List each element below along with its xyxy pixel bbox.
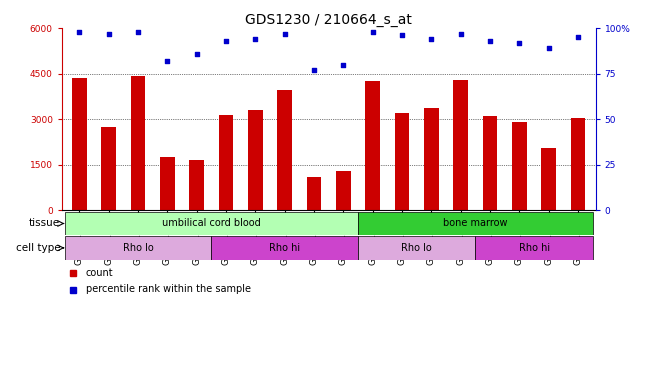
Point (544, 45, 554, 51)
Bar (277, 90, 292, 210)
Point (485, 38, 495, 44)
Text: Rho hi: Rho hi (270, 243, 300, 253)
Point (514, 40, 525, 46)
Point (397, 32, 408, 38)
Point (221, 38, 231, 44)
Bar (453, 80, 468, 210)
Bar (512, 122, 527, 210)
Bar (160, 157, 174, 210)
Bar (212, 236, 358, 260)
Bar (336, 171, 351, 210)
Text: Rho hi: Rho hi (518, 243, 549, 253)
Bar (542, 148, 556, 210)
Text: tissue: tissue (29, 219, 61, 228)
Point (368, 29, 378, 35)
Bar (72, 78, 87, 210)
Bar (483, 116, 497, 210)
Text: Rho lo: Rho lo (402, 243, 432, 253)
Bar (424, 108, 439, 210)
Text: bone marrow: bone marrow (443, 219, 508, 228)
Text: umbilical cord blood: umbilical cord blood (162, 219, 261, 228)
Text: count: count (86, 268, 113, 278)
Point (250, 36, 260, 42)
Bar (395, 113, 409, 210)
Point (339, 62, 349, 68)
Bar (219, 114, 234, 210)
Point (279, 31, 290, 37)
Bar (65, 236, 212, 260)
Point (191, 51, 202, 57)
Point (309, 67, 319, 73)
Bar (131, 76, 145, 210)
Bar (307, 177, 322, 210)
Point (162, 58, 173, 64)
Text: percentile rank within the sample: percentile rank within the sample (86, 285, 251, 294)
Bar (475, 236, 592, 260)
Bar (65, 212, 358, 235)
Point (426, 36, 437, 42)
Bar (248, 110, 263, 210)
Text: cell type: cell type (16, 243, 61, 253)
Bar (358, 212, 592, 235)
Bar (571, 117, 585, 210)
Title: GDS1230 / 210664_s_at: GDS1230 / 210664_s_at (245, 13, 412, 27)
Bar (358, 236, 475, 260)
Bar (365, 81, 380, 210)
Point (133, 29, 143, 35)
Point (74, 29, 85, 35)
Bar (102, 127, 116, 210)
Point (456, 31, 466, 37)
Bar (189, 160, 204, 210)
Point (104, 31, 114, 37)
Point (573, 34, 583, 40)
Text: Rho lo: Rho lo (123, 243, 154, 253)
